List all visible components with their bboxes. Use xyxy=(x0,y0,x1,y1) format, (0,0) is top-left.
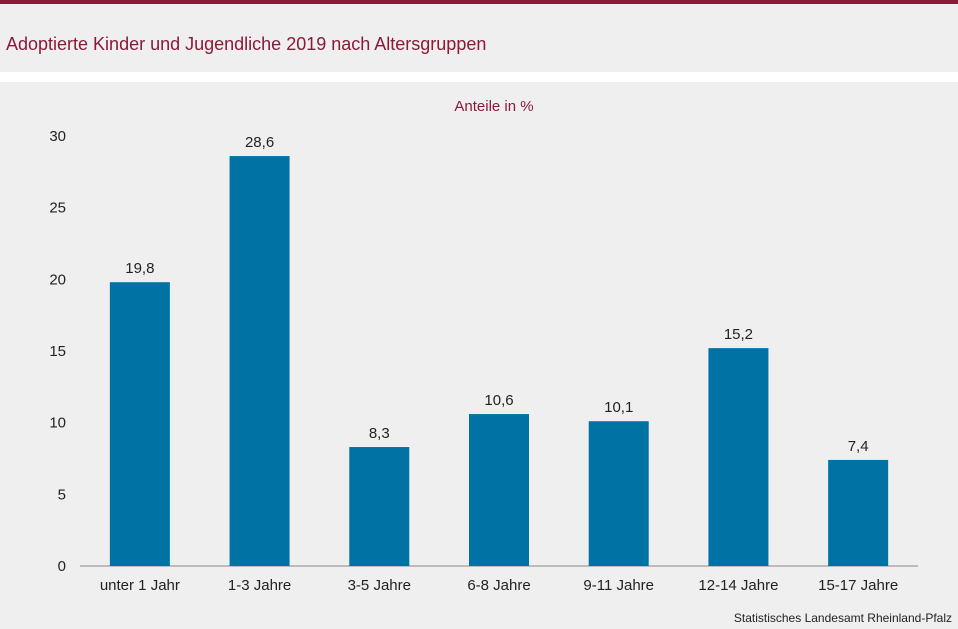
chart-header: Adoptierte Kinder und Jugendliche 2019 n… xyxy=(0,4,958,72)
y-axis: 0 5 10 15 20 25 30 xyxy=(49,128,66,575)
y-tick-label: 15 xyxy=(49,343,66,360)
bar-value-label: 10,1 xyxy=(604,399,633,416)
y-tick-label: 25 xyxy=(49,200,66,217)
bar-value-label: 28,6 xyxy=(245,134,274,151)
x-axis: unter 1 Jahr 1-3 Jahre 3-5 Jahre 6-8 Jahre 9… xyxy=(100,577,898,594)
bar-value-label: 15,2 xyxy=(724,326,753,343)
y-tick-label: 30 xyxy=(49,128,66,145)
y-tick-label: 10 xyxy=(49,415,66,432)
x-tick-label: 3-5 Jahre xyxy=(348,577,411,594)
bar xyxy=(828,459,889,566)
bar xyxy=(588,421,649,566)
x-tick-label: 6-8 Jahre xyxy=(467,577,530,594)
source-note: Statistisches Landesamt Rheinland-Pfalz xyxy=(733,611,952,625)
y-tick-label: 0 xyxy=(58,558,66,575)
top-accent-bar xyxy=(0,0,958,4)
chart-title: Adoptierte Kinder und Jugendliche 2019 n… xyxy=(6,34,487,54)
x-tick-label: 15-17 Jahre xyxy=(818,577,898,594)
bar-series: 19,8 28,6 8,3 10,6 10,1 15,2 7,4 xyxy=(109,134,889,567)
bar xyxy=(229,156,290,567)
bar xyxy=(469,414,529,566)
x-tick-label: unter 1 Jahr xyxy=(100,577,180,594)
y-tick-label: 20 xyxy=(49,271,66,288)
bar-value-label: 7,4 xyxy=(848,438,869,455)
x-tick-label: 12-14 Jahre xyxy=(698,577,778,594)
y-tick-label: 5 xyxy=(58,486,66,503)
x-tick-label: 9-11 Jahre xyxy=(583,577,654,594)
bar xyxy=(708,348,769,566)
bar-value-label: 8,3 xyxy=(369,425,390,442)
x-tick-label: 1-3 Jahre xyxy=(228,577,291,594)
chart-subtitle: Anteile in % xyxy=(454,98,533,115)
bar xyxy=(349,447,410,566)
bar xyxy=(109,282,170,566)
bar-value-label: 19,8 xyxy=(125,260,154,277)
bar-value-label: 10,6 xyxy=(484,392,513,409)
